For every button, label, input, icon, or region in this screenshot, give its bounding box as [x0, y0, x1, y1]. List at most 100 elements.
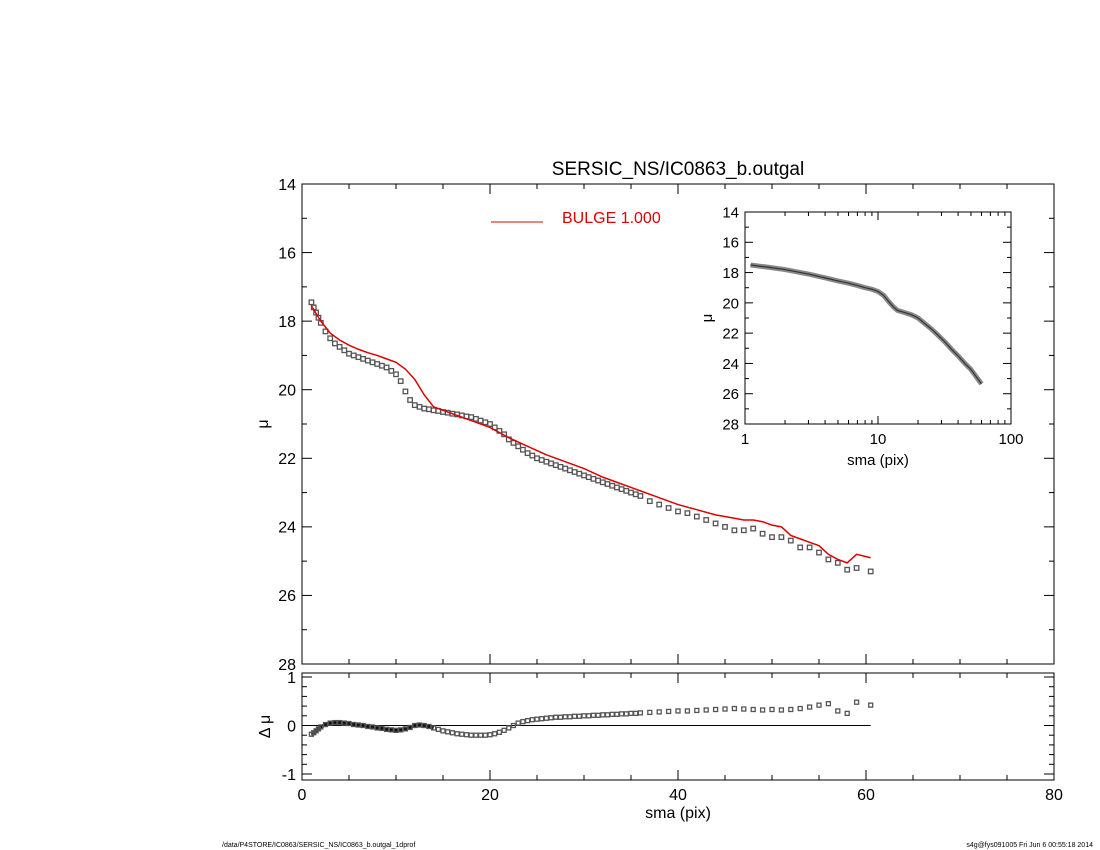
main-data-point	[369, 359, 376, 366]
main-data-point	[585, 474, 592, 481]
main-data-point	[524, 450, 531, 457]
residual-data-point	[332, 719, 338, 726]
residual-data-point	[712, 706, 719, 713]
main-data-point	[675, 508, 681, 515]
main-data-point	[797, 544, 804, 551]
main-title: SERSIC_NS/IC0863_b.outgal	[552, 159, 804, 180]
residual-data-point	[562, 714, 568, 720]
main-data-point	[628, 489, 634, 496]
main-data-point	[703, 517, 710, 523]
residual-data-point	[322, 721, 329, 728]
main-data-point	[346, 350, 352, 357]
residual-data-point	[816, 702, 822, 708]
main-data-point	[853, 565, 860, 571]
main-data-point	[538, 457, 545, 463]
main-data-point	[355, 354, 362, 361]
residual-data-point	[656, 709, 662, 715]
residual-ytick-label: 1	[287, 670, 296, 687]
residual-data-point	[482, 732, 488, 738]
main-model-line	[310, 305, 871, 564]
residual-xtick-label: 0	[298, 787, 307, 804]
main-ytick-label: 26	[278, 588, 296, 605]
main-data-point	[867, 568, 874, 575]
main-data-point	[590, 475, 597, 482]
main-data-point	[722, 523, 728, 530]
residual-data-point	[416, 722, 423, 728]
main-data-point	[425, 406, 432, 413]
residual-data-point	[844, 710, 850, 717]
residual-data-point	[318, 724, 324, 730]
main-ytick-label: 20	[278, 382, 296, 399]
residual-data-point	[506, 725, 512, 731]
inset-xlabel: sma (pix)	[847, 452, 909, 469]
residual-data-point	[609, 711, 615, 717]
main-data-point	[787, 537, 794, 544]
main-data-point	[731, 527, 738, 534]
main-data-point	[411, 402, 418, 409]
residual-data-point	[543, 715, 550, 721]
residual-xlabel: sma (pix)	[645, 805, 711, 822]
residual-data-point	[647, 709, 653, 716]
main-data-point	[393, 371, 399, 378]
residual-data-point	[731, 705, 738, 712]
residual-data-point	[595, 712, 601, 718]
residual-data-point	[853, 699, 860, 705]
residual-data-point	[379, 725, 385, 732]
main-ylabel: μ	[255, 419, 272, 428]
residual-data-point	[868, 702, 874, 708]
main-data-point	[581, 472, 587, 479]
residual-data-point	[618, 711, 625, 717]
inset-frame	[744, 211, 1012, 425]
main-data-point	[421, 405, 428, 412]
residual-data-point	[633, 710, 639, 717]
residual-data-point	[351, 721, 357, 728]
residual-data-point	[360, 722, 366, 729]
residual-data-series	[308, 699, 874, 738]
residual-data-point	[806, 704, 813, 710]
main-data-point	[693, 513, 700, 520]
residual-xtick-label: 80	[1045, 787, 1063, 804]
residual-data-point	[388, 727, 394, 733]
main-data-point	[374, 361, 381, 367]
residual-data-point	[336, 719, 343, 726]
main-data-point	[336, 343, 343, 350]
residual-data-point	[637, 710, 644, 716]
main-data-point	[557, 463, 564, 470]
footer-right: s4g@fys091005 Fri Jun 6 00:55:18 2014	[966, 842, 1093, 849]
main-data-point	[750, 525, 757, 532]
residual-data-point	[600, 712, 606, 718]
main-data-point	[778, 534, 785, 541]
main-data-point	[769, 534, 775, 541]
inset-ytick-label: 20	[722, 295, 739, 312]
residual-data-point	[426, 723, 432, 730]
residual-data-point	[524, 718, 531, 724]
main-data-point	[562, 465, 569, 472]
inset-ytick-label: 16	[722, 235, 739, 252]
residual-data-point	[614, 711, 620, 717]
main-data-point	[609, 482, 616, 489]
main-data-point	[534, 455, 540, 462]
main-data-point	[844, 566, 851, 573]
main-data-point	[472, 415, 479, 422]
main-ytick-label: 18	[278, 314, 296, 331]
residual-data-point	[553, 714, 559, 720]
main-data-point	[614, 484, 620, 491]
residual-data-point	[421, 722, 427, 729]
residual-data-point	[412, 722, 418, 729]
residual-data-point	[539, 716, 545, 722]
main-data-point	[543, 458, 550, 465]
main-data-point	[834, 559, 841, 566]
residual-data-point	[393, 727, 399, 733]
residual-data-point	[407, 724, 413, 731]
residual-data-point	[473, 732, 479, 738]
main-data-point	[759, 530, 766, 537]
main-ytick-label: 24	[278, 520, 296, 537]
main-data-point	[520, 446, 526, 453]
residual-data-point	[477, 732, 484, 738]
residual-data-point	[463, 732, 470, 738]
residual-data-point	[722, 706, 728, 712]
main-data-point	[322, 328, 329, 335]
main-data-point	[623, 487, 630, 494]
inset-ytick-label: 22	[722, 326, 739, 343]
